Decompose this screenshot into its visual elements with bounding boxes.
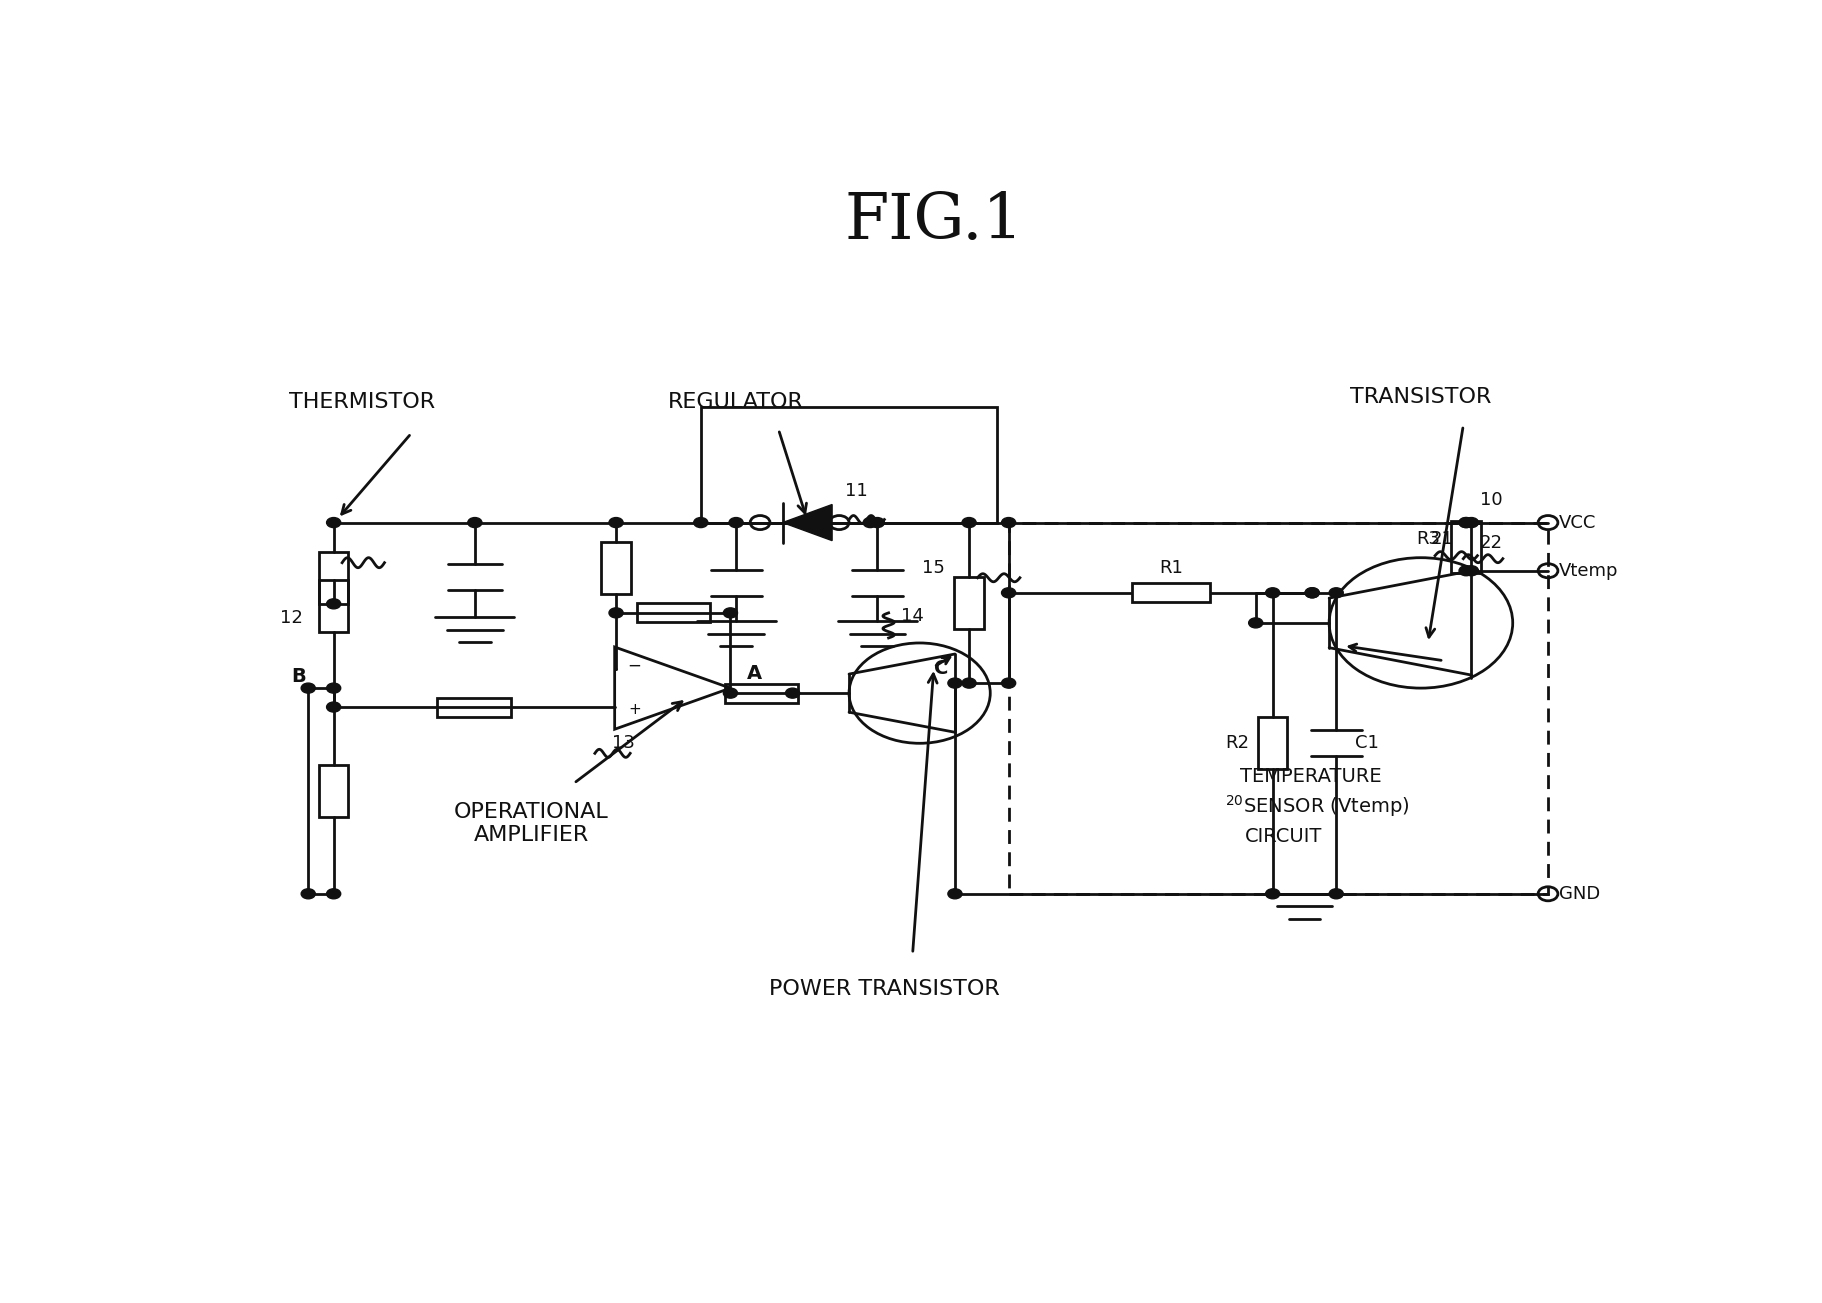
Text: REGULATOR: REGULATOR <box>669 392 804 412</box>
Circle shape <box>326 683 341 693</box>
Text: 14: 14 <box>902 607 924 625</box>
Text: TRANSISTOR: TRANSISTOR <box>1350 387 1492 407</box>
Circle shape <box>1459 517 1474 528</box>
Circle shape <box>326 889 341 899</box>
Bar <box>1257 717 1288 769</box>
Text: OPERATIONAL
AMPLIFIER: OPERATIONAL AMPLIFIER <box>454 801 609 846</box>
Circle shape <box>1459 566 1474 576</box>
Bar <box>701 407 997 523</box>
Circle shape <box>468 517 481 528</box>
Circle shape <box>1459 517 1474 528</box>
Text: −: − <box>627 657 641 674</box>
Bar <box>319 580 348 632</box>
Text: CIRCUIT: CIRCUIT <box>1244 827 1321 846</box>
Circle shape <box>723 688 738 698</box>
Text: 15: 15 <box>922 559 946 577</box>
Circle shape <box>1002 678 1015 688</box>
Bar <box>1009 523 1549 894</box>
Text: $^{20}$SENSOR (Vtemp): $^{20}$SENSOR (Vtemp) <box>1224 794 1410 820</box>
Text: R2: R2 <box>1226 735 1250 752</box>
Circle shape <box>947 889 962 899</box>
Circle shape <box>609 517 623 528</box>
Circle shape <box>301 683 315 693</box>
Polygon shape <box>783 504 833 541</box>
Circle shape <box>1002 588 1015 598</box>
Text: A: A <box>747 663 762 683</box>
Circle shape <box>326 517 341 528</box>
Text: POWER TRANSISTOR: POWER TRANSISTOR <box>769 979 1000 999</box>
Circle shape <box>609 607 623 618</box>
Bar <box>601 542 630 594</box>
Text: VCC: VCC <box>1560 513 1596 532</box>
Circle shape <box>1465 566 1478 576</box>
Circle shape <box>962 678 977 688</box>
Text: THERMISTOR: THERMISTOR <box>290 392 435 412</box>
Text: +: + <box>629 701 641 717</box>
Text: FIG.1: FIG.1 <box>844 192 1024 251</box>
Circle shape <box>723 607 738 618</box>
Bar <box>725 684 798 702</box>
Text: C1: C1 <box>1356 735 1379 752</box>
Text: 10: 10 <box>1479 491 1503 509</box>
Bar <box>319 765 348 817</box>
Circle shape <box>871 517 884 528</box>
Circle shape <box>785 688 800 698</box>
Circle shape <box>301 889 315 899</box>
Text: 11: 11 <box>845 482 867 500</box>
Circle shape <box>947 678 962 688</box>
Circle shape <box>1330 889 1343 899</box>
Circle shape <box>1248 618 1263 628</box>
Text: R3: R3 <box>1416 529 1439 547</box>
Bar <box>1131 584 1210 602</box>
Circle shape <box>729 517 743 528</box>
Text: 13: 13 <box>612 735 634 752</box>
Circle shape <box>1330 588 1343 598</box>
Text: TEMPERATURE: TEMPERATURE <box>1241 767 1381 786</box>
Text: Vtemp: Vtemp <box>1560 562 1618 580</box>
Bar <box>437 697 510 717</box>
Circle shape <box>1305 588 1319 598</box>
Text: 21: 21 <box>1430 529 1454 547</box>
Text: C: C <box>933 658 947 678</box>
Circle shape <box>1266 889 1279 899</box>
Text: GND: GND <box>1560 885 1600 903</box>
Circle shape <box>1002 517 1015 528</box>
Circle shape <box>1305 588 1319 598</box>
Bar <box>319 551 348 603</box>
Circle shape <box>694 517 707 528</box>
Bar <box>636 603 711 623</box>
Bar <box>955 577 984 629</box>
Text: 12: 12 <box>281 609 302 627</box>
Bar <box>1452 521 1481 573</box>
Circle shape <box>962 517 977 528</box>
Circle shape <box>326 702 341 711</box>
Text: R1: R1 <box>1159 559 1182 577</box>
Text: B: B <box>292 667 306 685</box>
Circle shape <box>326 599 341 609</box>
Circle shape <box>1465 517 1478 528</box>
Circle shape <box>864 517 878 528</box>
Circle shape <box>1266 588 1279 598</box>
Text: 22: 22 <box>1479 534 1503 551</box>
